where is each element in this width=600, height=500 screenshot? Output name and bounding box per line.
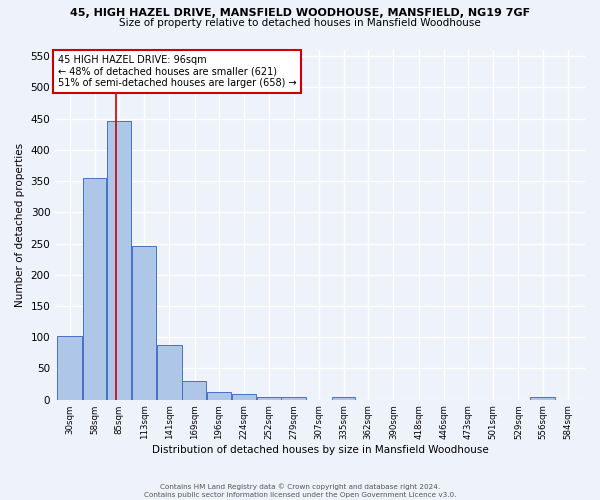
Text: Size of property relative to detached houses in Mansfield Woodhouse: Size of property relative to detached ho… (119, 18, 481, 28)
Bar (83, 178, 106, 400)
Bar (332, 396, 355, 400)
Bar (58, 336, 82, 400)
Bar (232, 394, 256, 400)
Text: 45, HIGH HAZEL DRIVE, MANSFIELD WOODHOUSE, MANSFIELD, NG19 7GF: 45, HIGH HAZEL DRIVE, MANSFIELD WOODHOUS… (70, 8, 530, 18)
Bar (182, 381, 206, 400)
Bar (132, 246, 157, 400)
Text: Contains HM Land Registry data © Crown copyright and database right 2024.
Contai: Contains HM Land Registry data © Crown c… (144, 484, 456, 498)
Bar (530, 396, 555, 400)
Bar (257, 396, 281, 400)
Text: 45 HIGH HAZEL DRIVE: 96sqm
← 48% of detached houses are smaller (621)
51% of sem: 45 HIGH HAZEL DRIVE: 96sqm ← 48% of deta… (58, 55, 296, 88)
Y-axis label: Number of detached properties: Number of detached properties (15, 143, 25, 307)
Bar (157, 345, 182, 400)
Bar (206, 392, 231, 400)
Bar (107, 121, 131, 400)
X-axis label: Distribution of detached houses by size in Mansfield Woodhouse: Distribution of detached houses by size … (152, 445, 488, 455)
Bar (281, 396, 306, 400)
